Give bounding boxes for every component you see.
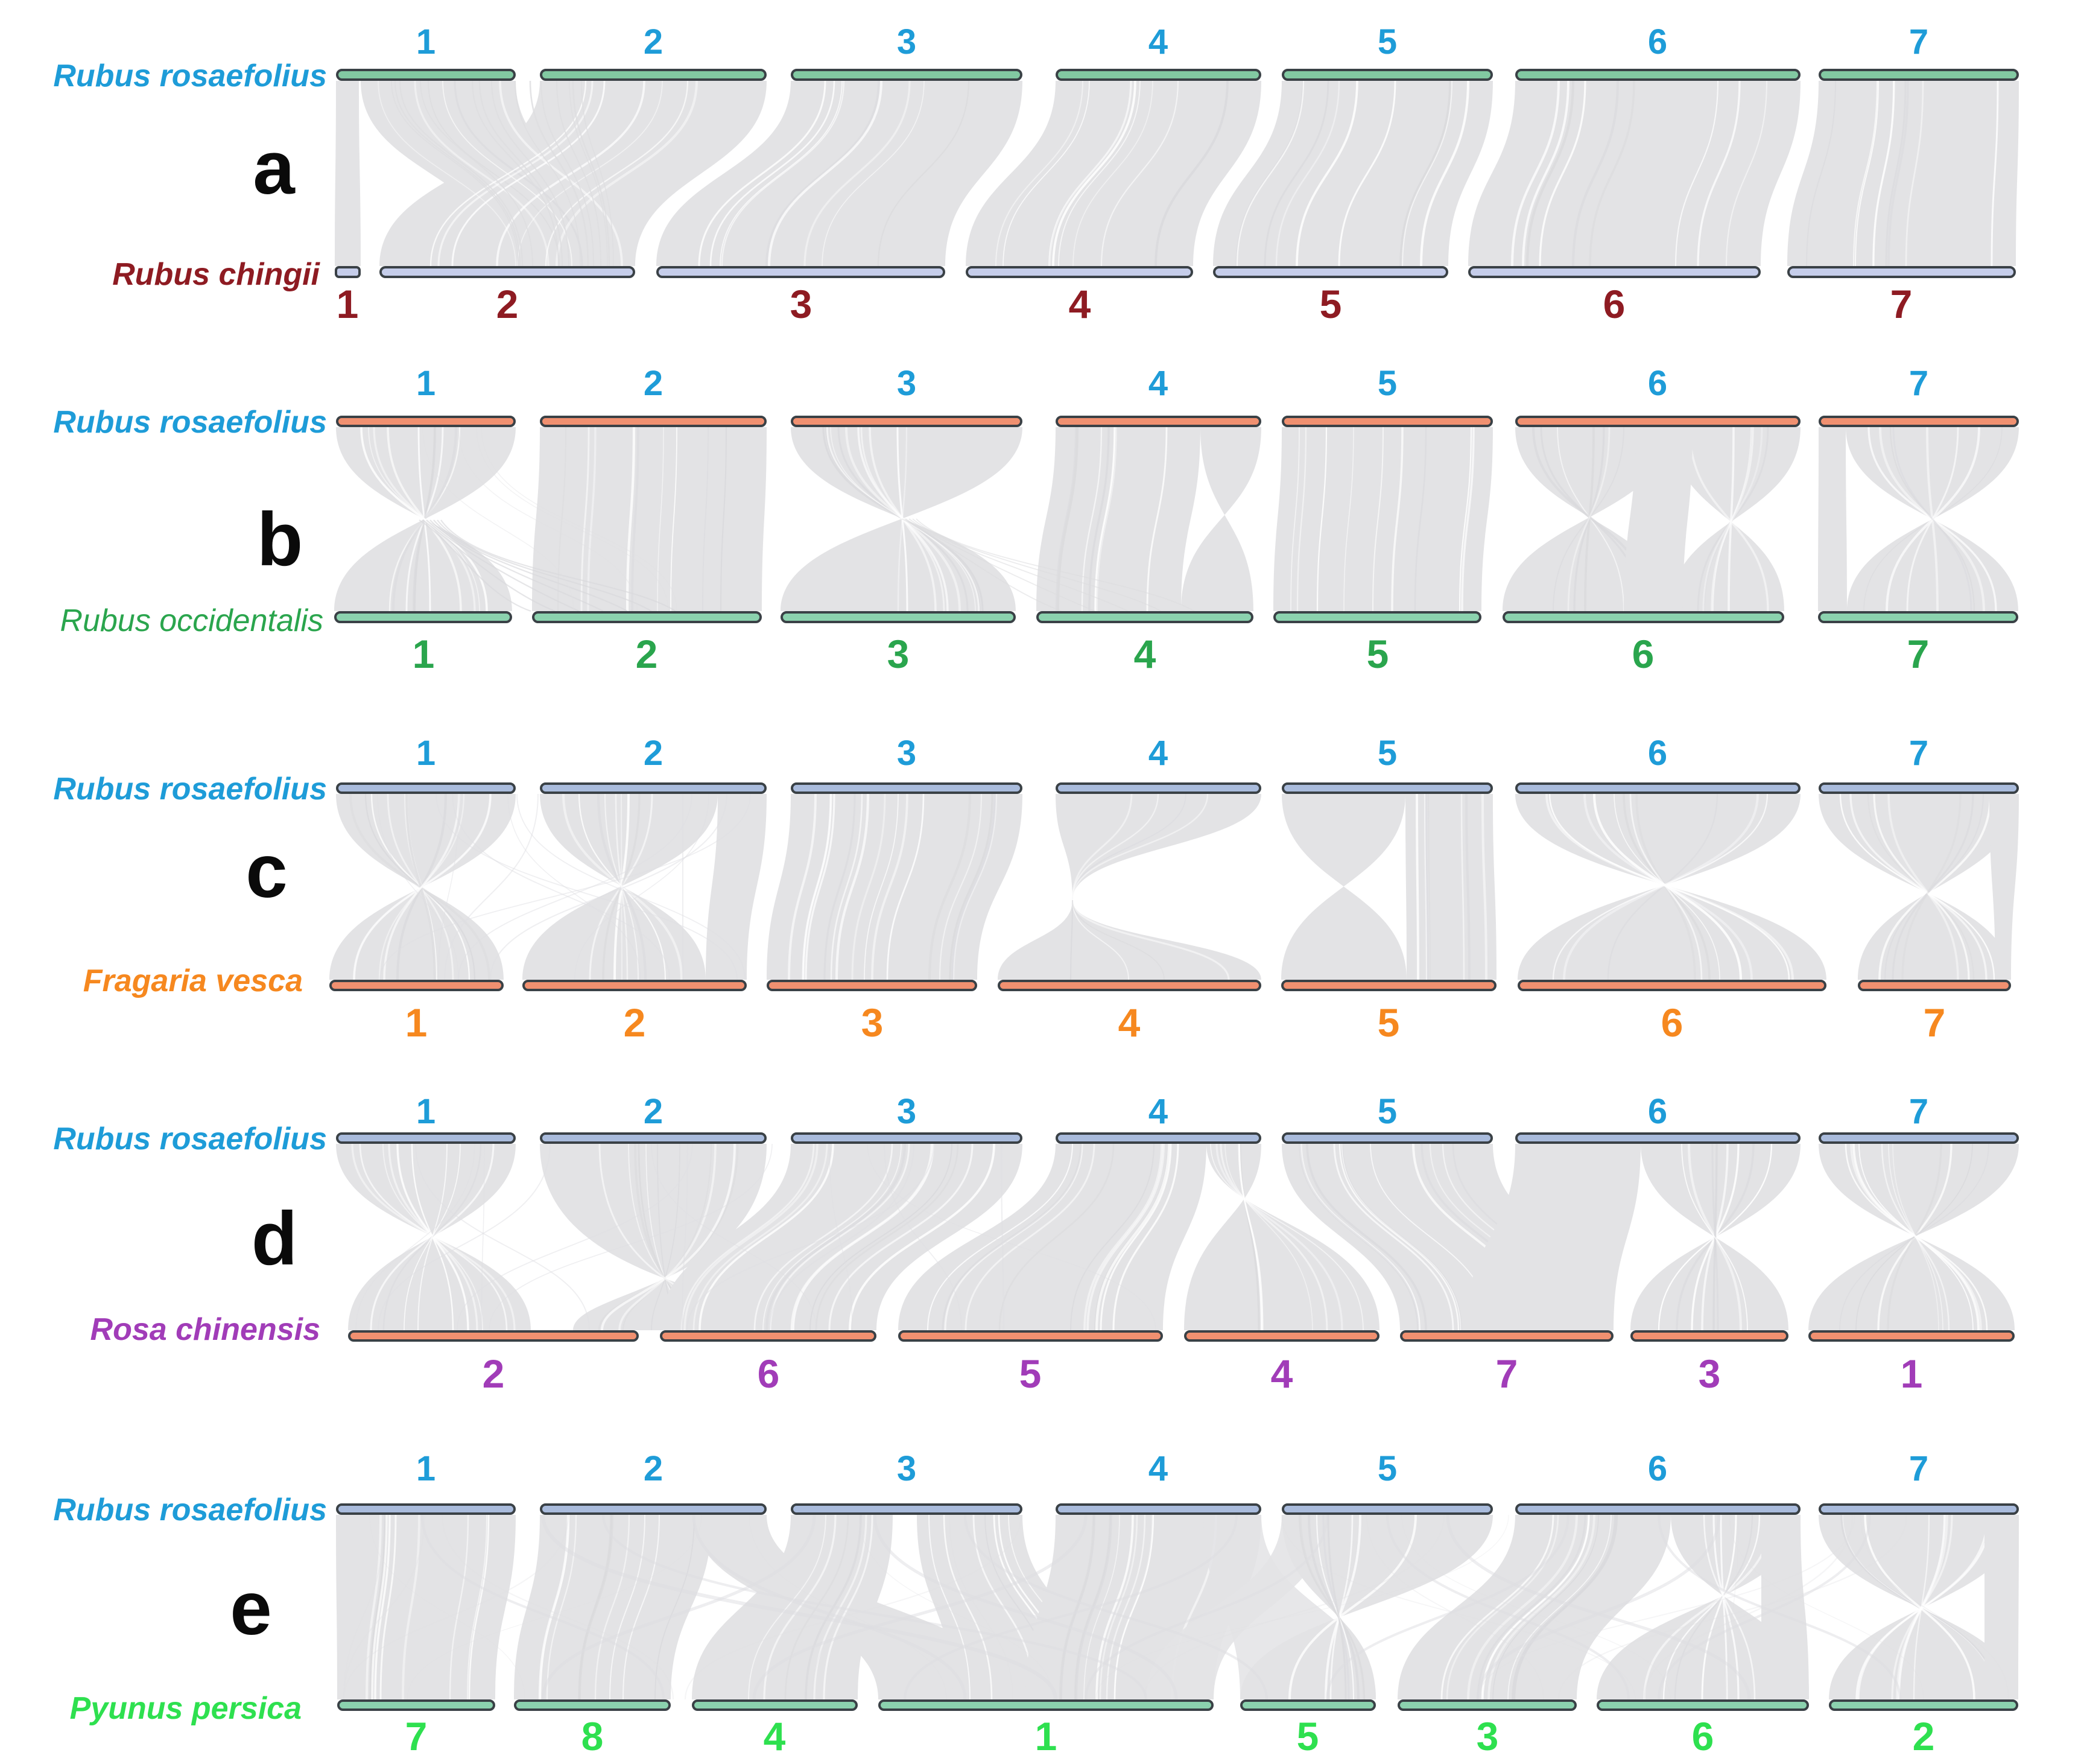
- svg-text:5: 5: [1378, 1092, 1397, 1131]
- svg-text:3: 3: [897, 734, 916, 773]
- svg-text:5: 5: [1297, 1714, 1319, 1759]
- svg-text:3: 3: [897, 1092, 916, 1131]
- svg-text:Fragaria vesca: Fragaria vesca: [83, 963, 303, 998]
- svg-text:1: 1: [405, 1000, 428, 1045]
- svg-text:7: 7: [1924, 1000, 1946, 1045]
- svg-text:5: 5: [1378, 1000, 1400, 1045]
- svg-text:4: 4: [1148, 1449, 1168, 1488]
- svg-text:7: 7: [1909, 1092, 1928, 1131]
- svg-text:3: 3: [1699, 1351, 1721, 1396]
- svg-text:2: 2: [644, 22, 663, 62]
- svg-text:8: 8: [581, 1714, 604, 1759]
- svg-text:Rubus rosaefolius: Rubus rosaefolius: [53, 1493, 327, 1528]
- svg-text:5: 5: [1378, 22, 1397, 62]
- svg-text:5: 5: [1019, 1351, 1042, 1396]
- svg-text:Rubus rosaefolius: Rubus rosaefolius: [53, 1122, 327, 1156]
- svg-text:7: 7: [1909, 364, 1928, 403]
- svg-text:1: 1: [337, 282, 359, 326]
- svg-text:4: 4: [1148, 364, 1168, 403]
- svg-text:1: 1: [416, 734, 436, 773]
- svg-text:6: 6: [758, 1351, 780, 1396]
- svg-text:6: 6: [1603, 282, 1626, 326]
- svg-text:Rubus chingii: Rubus chingii: [112, 257, 320, 292]
- svg-text:6: 6: [1661, 1000, 1683, 1045]
- svg-text:e: e: [230, 1567, 272, 1651]
- svg-text:6: 6: [1632, 632, 1655, 676]
- svg-text:2: 2: [496, 282, 519, 326]
- svg-text:Rubus occidentalis: Rubus occidentalis: [60, 603, 323, 638]
- svg-text:c: c: [245, 830, 288, 913]
- svg-text:3: 3: [1477, 1714, 1499, 1759]
- svg-text:4: 4: [1148, 22, 1168, 62]
- svg-text:1: 1: [1035, 1714, 1057, 1759]
- svg-text:6: 6: [1648, 1092, 1667, 1131]
- svg-text:1: 1: [416, 22, 436, 62]
- svg-text:2: 2: [644, 364, 663, 403]
- svg-text:Rubus rosaefolius: Rubus rosaefolius: [53, 59, 327, 94]
- svg-text:2: 2: [636, 632, 658, 676]
- svg-text:2: 2: [644, 1449, 663, 1488]
- svg-text:7: 7: [405, 1714, 428, 1759]
- svg-text:6: 6: [1648, 364, 1667, 403]
- svg-text:1: 1: [416, 1449, 436, 1488]
- svg-text:4: 4: [1134, 632, 1156, 676]
- svg-text:1: 1: [413, 632, 435, 676]
- svg-text:5: 5: [1367, 632, 1389, 676]
- svg-text:6: 6: [1648, 734, 1667, 773]
- svg-text:3: 3: [861, 1000, 884, 1045]
- svg-text:Rubus rosaefolius: Rubus rosaefolius: [53, 772, 327, 807]
- svg-text:d: d: [252, 1197, 297, 1281]
- svg-text:3: 3: [897, 1449, 916, 1488]
- svg-text:2: 2: [644, 734, 663, 773]
- svg-text:2: 2: [483, 1351, 505, 1396]
- svg-text:1: 1: [1901, 1351, 1923, 1396]
- svg-text:6: 6: [1648, 22, 1667, 62]
- svg-text:1: 1: [416, 364, 436, 403]
- svg-text:4: 4: [1148, 734, 1168, 773]
- svg-text:4: 4: [1118, 1000, 1141, 1045]
- svg-text:4: 4: [764, 1714, 786, 1759]
- svg-text:7: 7: [1909, 22, 1928, 62]
- svg-text:7: 7: [1909, 734, 1928, 773]
- svg-text:7: 7: [1907, 632, 1930, 676]
- svg-text:2: 2: [1913, 1714, 1935, 1759]
- svg-text:5: 5: [1320, 282, 1342, 326]
- svg-text:7: 7: [1890, 282, 1913, 326]
- svg-text:Rubus rosaefolius: Rubus rosaefolius: [53, 405, 327, 440]
- svg-text:b: b: [257, 498, 303, 582]
- svg-text:5: 5: [1378, 364, 1397, 403]
- svg-text:5: 5: [1378, 1449, 1397, 1488]
- svg-text:6: 6: [1692, 1714, 1714, 1759]
- svg-text:3: 3: [897, 22, 916, 62]
- svg-text:7: 7: [1496, 1351, 1518, 1396]
- svg-text:7: 7: [1909, 1449, 1928, 1488]
- svg-text:2: 2: [644, 1092, 663, 1131]
- svg-text:Rosa chinensis: Rosa chinensis: [90, 1312, 320, 1347]
- svg-text:1: 1: [416, 1092, 436, 1131]
- svg-text:Pyunus persica: Pyunus persica: [70, 1691, 302, 1726]
- svg-text:3: 3: [790, 282, 812, 326]
- svg-text:4: 4: [1271, 1351, 1293, 1396]
- svg-text:4: 4: [1069, 282, 1091, 326]
- svg-text:a: a: [253, 126, 296, 210]
- svg-text:4: 4: [1148, 1092, 1168, 1131]
- svg-text:6: 6: [1648, 1449, 1667, 1488]
- svg-text:3: 3: [897, 364, 916, 403]
- svg-text:5: 5: [1378, 734, 1397, 773]
- svg-text:3: 3: [887, 632, 910, 676]
- svg-text:2: 2: [624, 1000, 646, 1045]
